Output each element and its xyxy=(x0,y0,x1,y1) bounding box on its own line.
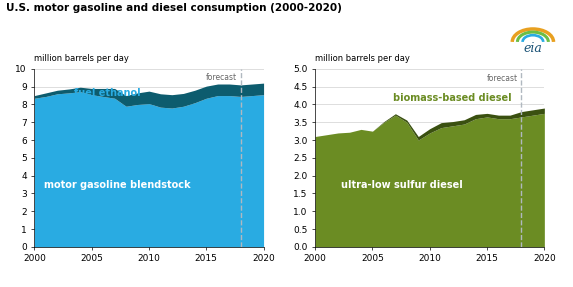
Text: eia: eia xyxy=(524,42,542,55)
Text: ultra-low sulfur diesel: ultra-low sulfur diesel xyxy=(342,180,463,189)
Text: fuel ethanol: fuel ethanol xyxy=(74,88,141,98)
Text: forecast: forecast xyxy=(487,73,518,82)
Text: million barrels per day: million barrels per day xyxy=(315,54,410,63)
Text: forecast: forecast xyxy=(206,73,237,82)
Text: U.S. motor gasoline and diesel consumption (2000-2020): U.S. motor gasoline and diesel consumpti… xyxy=(6,3,342,13)
Text: million barrels per day: million barrels per day xyxy=(34,54,129,63)
Text: biomass-based diesel: biomass-based diesel xyxy=(393,93,512,103)
Text: motor gasoline blendstock: motor gasoline blendstock xyxy=(44,180,190,189)
